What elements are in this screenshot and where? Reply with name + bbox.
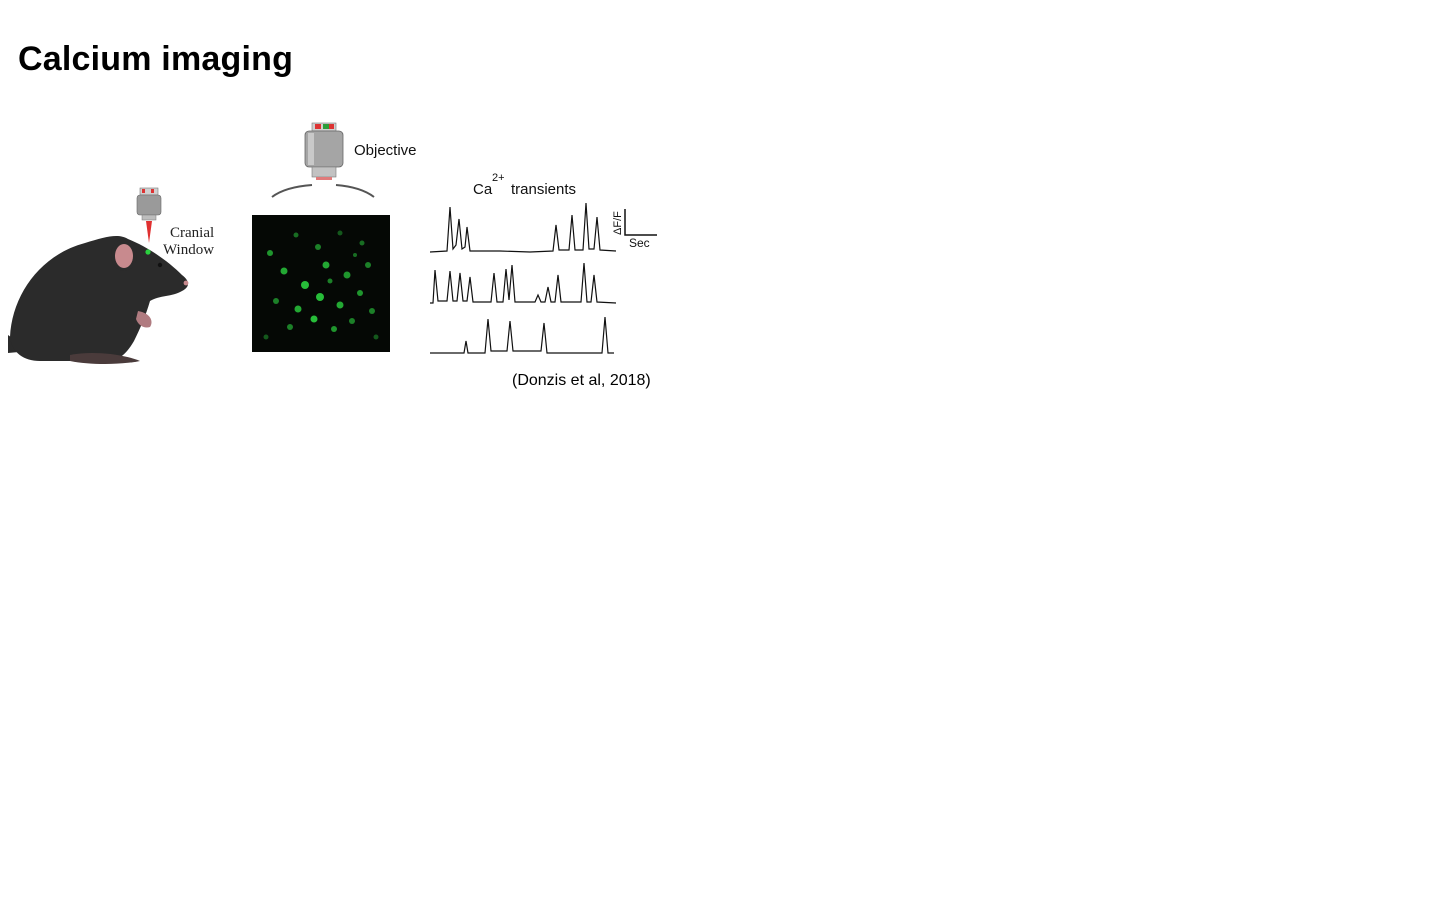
transients-label-suffix: transients xyxy=(511,181,576,198)
citation: (Donzis et al, 2018) xyxy=(512,372,651,389)
calcium-trace-2 xyxy=(430,262,617,304)
transients-label-prefix: Ca xyxy=(473,181,493,198)
calcium-imaging-figure: Cranial Window Objective xyxy=(0,115,680,405)
laser-beam xyxy=(146,221,152,243)
calcium-trace-3 xyxy=(430,316,614,354)
cranial-window-label-line2: Window xyxy=(163,242,214,258)
page-title: Calcium imaging xyxy=(18,40,294,78)
small-objective-icon xyxy=(136,187,162,243)
figure-svg: Cranial Window Objective xyxy=(8,122,657,364)
calcium-trace-1 xyxy=(429,202,617,253)
transients-label-superscript: 2+ xyxy=(492,172,505,184)
light-path-left xyxy=(271,184,313,198)
scale-bar-x-label: Sec xyxy=(629,236,650,250)
scale-bar-y-label: ΔF/F xyxy=(612,211,624,235)
fluorescence-image xyxy=(252,215,390,352)
objective-label: Objective xyxy=(354,142,417,159)
cranial-window-label-line1: Cranial xyxy=(170,225,214,241)
light-path-right xyxy=(335,184,375,198)
objective-lens-icon xyxy=(304,122,344,180)
mouse-illustration xyxy=(8,236,189,364)
scale-bar xyxy=(624,209,657,236)
